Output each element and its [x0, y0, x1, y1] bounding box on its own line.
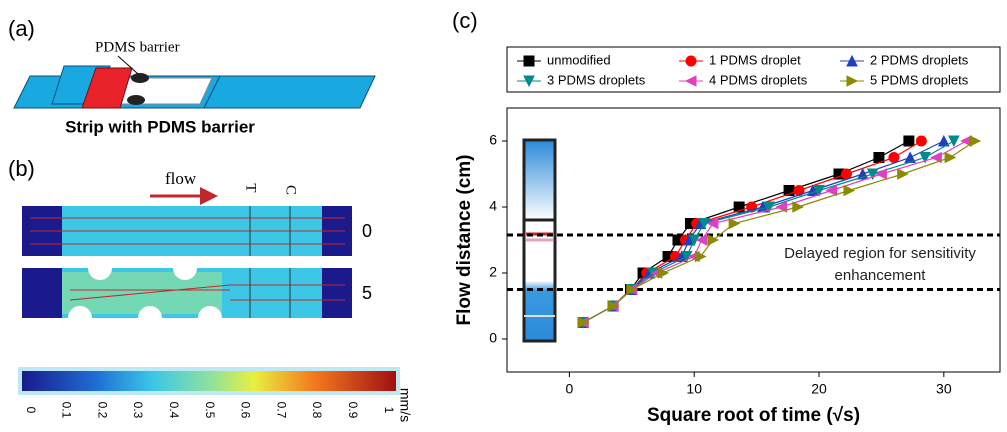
- marker: [607, 300, 620, 312]
- marker: [775, 201, 788, 213]
- marker: [840, 168, 852, 180]
- y-tick-label: 2: [489, 264, 497, 280]
- control-line-label: C: [283, 185, 299, 195]
- marker: [903, 135, 915, 147]
- colorbar-tick-label: 0.9: [346, 402, 360, 419]
- marker: [843, 184, 856, 197]
- callout: PDMS barrier: [95, 39, 180, 55]
- simulation-0: [22, 206, 352, 256]
- colorbar-tick-label: 0.4: [167, 402, 181, 419]
- annotation: Delayed region for sensitivity: [784, 245, 976, 262]
- colorbar-tick-label: 0.3: [131, 402, 145, 419]
- marker: [813, 185, 825, 197]
- marker: [866, 168, 879, 181]
- plot-frame: [506, 107, 1001, 373]
- panel-label: (a): [8, 16, 35, 41]
- simulation-5: [22, 256, 352, 330]
- marker: [792, 201, 804, 213]
- marker: [577, 316, 590, 329]
- x-tick-label: 10: [686, 381, 702, 397]
- marker: [969, 135, 982, 147]
- marker: [938, 134, 950, 147]
- marker: [657, 267, 670, 279]
- marker: [698, 218, 711, 230]
- legend-label: 4 PDMS droplets: [709, 72, 808, 87]
- x-tick-label: 0: [566, 381, 574, 397]
- marker: [733, 201, 745, 213]
- marker: [944, 151, 957, 164]
- series-line: [582, 140, 910, 324]
- caption: Strip with PDMS barrier: [65, 117, 255, 136]
- series-line: [582, 140, 967, 324]
- series-line: [582, 140, 922, 324]
- row-label: 0: [362, 221, 372, 241]
- x-axis-label: Square root of time (√s): [647, 405, 860, 426]
- y-axis-label: Flow distance (cm): [454, 154, 475, 325]
- marker: [695, 234, 708, 246]
- marker: [875, 168, 887, 180]
- inset-strip: [522, 138, 557, 343]
- marker: [707, 234, 720, 246]
- legend-label: 1 PDMS droplet: [709, 52, 801, 67]
- flow-label: flow: [165, 169, 197, 188]
- legend-label: unmodified: [547, 52, 611, 67]
- colorbar-tick-label: 1: [382, 407, 396, 414]
- marker: [948, 135, 960, 148]
- marker: [825, 184, 838, 197]
- marker: [915, 135, 927, 147]
- colorbar-tick-label: 0: [24, 407, 38, 414]
- legend: [506, 46, 1001, 93]
- marker: [846, 54, 858, 67]
- y-tick-label: 6: [489, 132, 497, 148]
- panel-label: (b): [8, 156, 35, 181]
- colorbar-tick-label: 0.5: [203, 402, 217, 419]
- marker: [846, 75, 859, 87]
- row-label: 5: [362, 283, 372, 303]
- colorbar: [22, 371, 396, 391]
- marker: [694, 250, 707, 263]
- colorbar-tick-label: 0.6: [239, 402, 253, 419]
- x-tick-label: 30: [936, 381, 952, 397]
- y-tick-label: 0: [489, 330, 497, 346]
- marker: [763, 201, 775, 214]
- y-tick-label: 4: [489, 198, 497, 214]
- marker: [684, 75, 697, 87]
- series-line: [582, 140, 976, 324]
- series-line: [582, 140, 955, 324]
- colorbar-tick-label: 0.2: [95, 402, 109, 419]
- marker: [523, 55, 535, 67]
- marker: [728, 217, 741, 230]
- test-line-label: T: [243, 183, 259, 192]
- colorbar-tick-label: 0.1: [60, 402, 74, 419]
- marker: [523, 75, 535, 88]
- legend-label: 5 PDMS droplets: [870, 72, 969, 87]
- legend-label: 2 PDMS droplets: [870, 52, 969, 67]
- marker: [626, 283, 638, 296]
- marker: [888, 152, 900, 163]
- x-tick-label: 20: [811, 381, 827, 397]
- annotation: enhancement: [835, 267, 927, 284]
- colorbar-unit: mm/s: [397, 388, 413, 422]
- colorbar-tick-label: 0.8: [310, 402, 324, 419]
- panel-label: (c): [452, 8, 478, 33]
- marker: [897, 168, 909, 180]
- strip-diagram: [13, 55, 376, 109]
- marker: [685, 55, 697, 67]
- marker: [930, 151, 942, 164]
- marker: [919, 152, 931, 164]
- legend-label: 3 PDMS droplets: [547, 72, 646, 87]
- colorbar-tick-label: 0.7: [274, 402, 288, 419]
- marker: [706, 217, 719, 230]
